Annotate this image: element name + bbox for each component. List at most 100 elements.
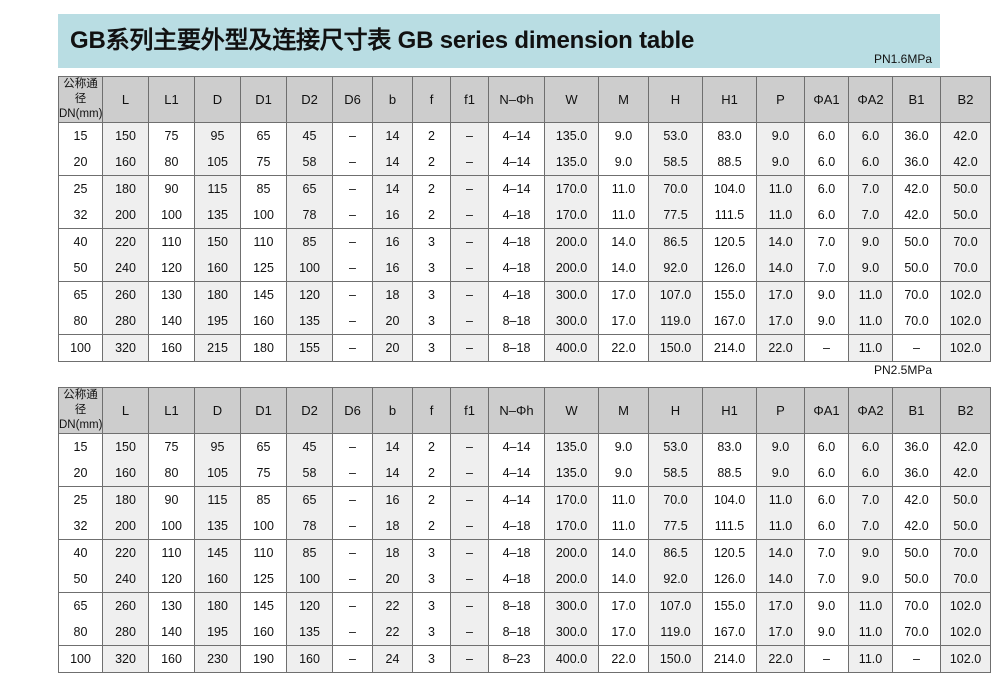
cell-d6: – bbox=[332, 645, 373, 673]
cell-w: 300.0 bbox=[544, 308, 599, 335]
table-row: 50 240 120 160 125 100–16 3–4–18 200.0 14.0 92.0 1… bbox=[58, 255, 991, 282]
cell-h: 70.0 bbox=[648, 486, 703, 513]
cell-b: 18 bbox=[372, 513, 413, 540]
table2-header: 公称通径 DN(mm) L L1 D D1 D2 D6 b f f1 N–Φh … bbox=[58, 387, 991, 434]
table-row: 65 260 130 180 145 120–22 3–8–18 300.0 17.0 107.0… bbox=[58, 592, 991, 619]
cell-f1: – bbox=[450, 228, 489, 255]
cell-b2: 70.0 bbox=[940, 228, 991, 255]
cell-f1: – bbox=[450, 433, 489, 460]
cell-dn: 80 bbox=[58, 308, 103, 335]
cell-phi-a1: 6.0 bbox=[804, 202, 849, 229]
column-header-h: H bbox=[648, 76, 703, 123]
column-header-h1: H1 bbox=[702, 76, 757, 123]
column-header-n-phi-h: N–Φh bbox=[488, 76, 545, 123]
cell-f: 2 bbox=[412, 175, 451, 202]
cell-b: 14 bbox=[372, 122, 413, 149]
column-header-f: f bbox=[412, 76, 451, 123]
cell-f: 2 bbox=[412, 149, 451, 176]
table1-header-row: 公称通径 DN(mm) L L1 D D1 D2 D6 b f f1 N–Φh … bbox=[58, 76, 991, 123]
cell-d1: 160 bbox=[240, 619, 287, 646]
cell-b: 22 bbox=[372, 592, 413, 619]
cell-dn: 15 bbox=[58, 433, 103, 460]
cell-d1: 180 bbox=[240, 334, 287, 362]
cell-l1: 100 bbox=[148, 513, 195, 540]
cell-m: 11.0 bbox=[598, 202, 649, 229]
cell-p: 9.0 bbox=[756, 460, 805, 487]
cell-b2: 102.0 bbox=[940, 592, 991, 619]
cell-b: 16 bbox=[372, 228, 413, 255]
cell-m: 9.0 bbox=[598, 460, 649, 487]
table-row: 32 200 100 135 100 78–16 2–4–18 170.0 11.0 77.5 11… bbox=[58, 202, 991, 229]
cell-phi-a2: 7.0 bbox=[848, 175, 893, 202]
cell-w: 200.0 bbox=[544, 255, 599, 282]
cell-w: 300.0 bbox=[544, 281, 599, 308]
cell-d6: – bbox=[332, 619, 373, 646]
cell-m: 9.0 bbox=[598, 149, 649, 176]
cell-p: 9.0 bbox=[756, 122, 805, 149]
cell-f: 3 bbox=[412, 308, 451, 335]
table-row: 100 320 160 230 190 160–24 3–8–23 400.0 22.0 150.… bbox=[58, 645, 991, 673]
table-row: 40 220 110 145 110 85–18 3–4–18 200.0 14.0 86.5 12… bbox=[58, 539, 991, 566]
cell-d2: 45 bbox=[286, 122, 333, 149]
cell-f1: – bbox=[450, 566, 489, 593]
column-header-l1: L1 bbox=[148, 76, 195, 123]
cell-phi-a2: 7.0 bbox=[848, 202, 893, 229]
cell-h: 107.0 bbox=[648, 592, 703, 619]
pressure-label-pn16: PN1.6MPa bbox=[873, 52, 932, 66]
cell-b1: 36.0 bbox=[892, 433, 941, 460]
cell-p: 11.0 bbox=[756, 486, 805, 513]
cell-f1: – bbox=[450, 592, 489, 619]
cell-n-phi-h: 8–18 bbox=[488, 334, 545, 362]
cell-d2: 85 bbox=[286, 228, 333, 255]
cell-d1: 110 bbox=[240, 228, 287, 255]
cell-d6: – bbox=[332, 255, 373, 282]
cell-d2: 160 bbox=[286, 645, 333, 673]
column-header-w: W bbox=[544, 387, 599, 434]
cell-h1: 104.0 bbox=[702, 175, 757, 202]
cell-h1: 120.5 bbox=[702, 539, 757, 566]
cell-b: 18 bbox=[372, 539, 413, 566]
cell-h1: 126.0 bbox=[702, 255, 757, 282]
cell-d2: 58 bbox=[286, 149, 333, 176]
cell-b1: 70.0 bbox=[892, 619, 941, 646]
cell-d1: 75 bbox=[240, 149, 287, 176]
cell-dn: 40 bbox=[58, 228, 103, 255]
cell-p: 11.0 bbox=[756, 513, 805, 540]
cell-p: 17.0 bbox=[756, 308, 805, 335]
cell-d1: 75 bbox=[240, 460, 287, 487]
column-header-phi-a1: ΦA1 bbox=[804, 76, 849, 123]
column-header-p: P bbox=[756, 76, 805, 123]
cell-p: 14.0 bbox=[756, 566, 805, 593]
cell-l1: 75 bbox=[148, 433, 195, 460]
cell-b2: 70.0 bbox=[940, 539, 991, 566]
cell-b1: 36.0 bbox=[892, 149, 941, 176]
cell-phi-a2: 6.0 bbox=[848, 149, 893, 176]
column-header-phi-a2: ΦA2 bbox=[848, 76, 893, 123]
cell-phi-a1: 6.0 bbox=[804, 460, 849, 487]
cell-d: 215 bbox=[194, 334, 241, 362]
cell-f1: – bbox=[450, 202, 489, 229]
cell-h1: 155.0 bbox=[702, 281, 757, 308]
cell-d: 95 bbox=[194, 122, 241, 149]
cell-b1: 42.0 bbox=[892, 513, 941, 540]
cell-h1: 214.0 bbox=[702, 645, 757, 673]
cell-d1: 100 bbox=[240, 513, 287, 540]
cell-dn: 20 bbox=[58, 149, 103, 176]
table-row: 80 280 140 195 160 135–20 3–8–18 300.0 17.0 119.0… bbox=[58, 308, 991, 335]
cell-h1: 155.0 bbox=[702, 592, 757, 619]
cell-m: 11.0 bbox=[598, 175, 649, 202]
cell-f1: – bbox=[450, 149, 489, 176]
cell-l1: 90 bbox=[148, 175, 195, 202]
cell-n-phi-h: 4–18 bbox=[488, 513, 545, 540]
cell-n-phi-h: 8–23 bbox=[488, 645, 545, 673]
cell-b1: 42.0 bbox=[892, 486, 941, 513]
column-header-b: b bbox=[372, 387, 413, 434]
cell-m: 9.0 bbox=[598, 122, 649, 149]
table-row: 40 220 110 150 110 85–16 3–4–18 200.0 14.0 86.5 12… bbox=[58, 228, 991, 255]
column-header-b2: B2 bbox=[940, 76, 991, 123]
cell-h: 92.0 bbox=[648, 255, 703, 282]
cell-b2: 50.0 bbox=[940, 513, 991, 540]
cell-d6: – bbox=[332, 308, 373, 335]
dn-head-line1: 公称通径 bbox=[63, 78, 98, 105]
column-header-phi-a2: ΦA2 bbox=[848, 387, 893, 434]
